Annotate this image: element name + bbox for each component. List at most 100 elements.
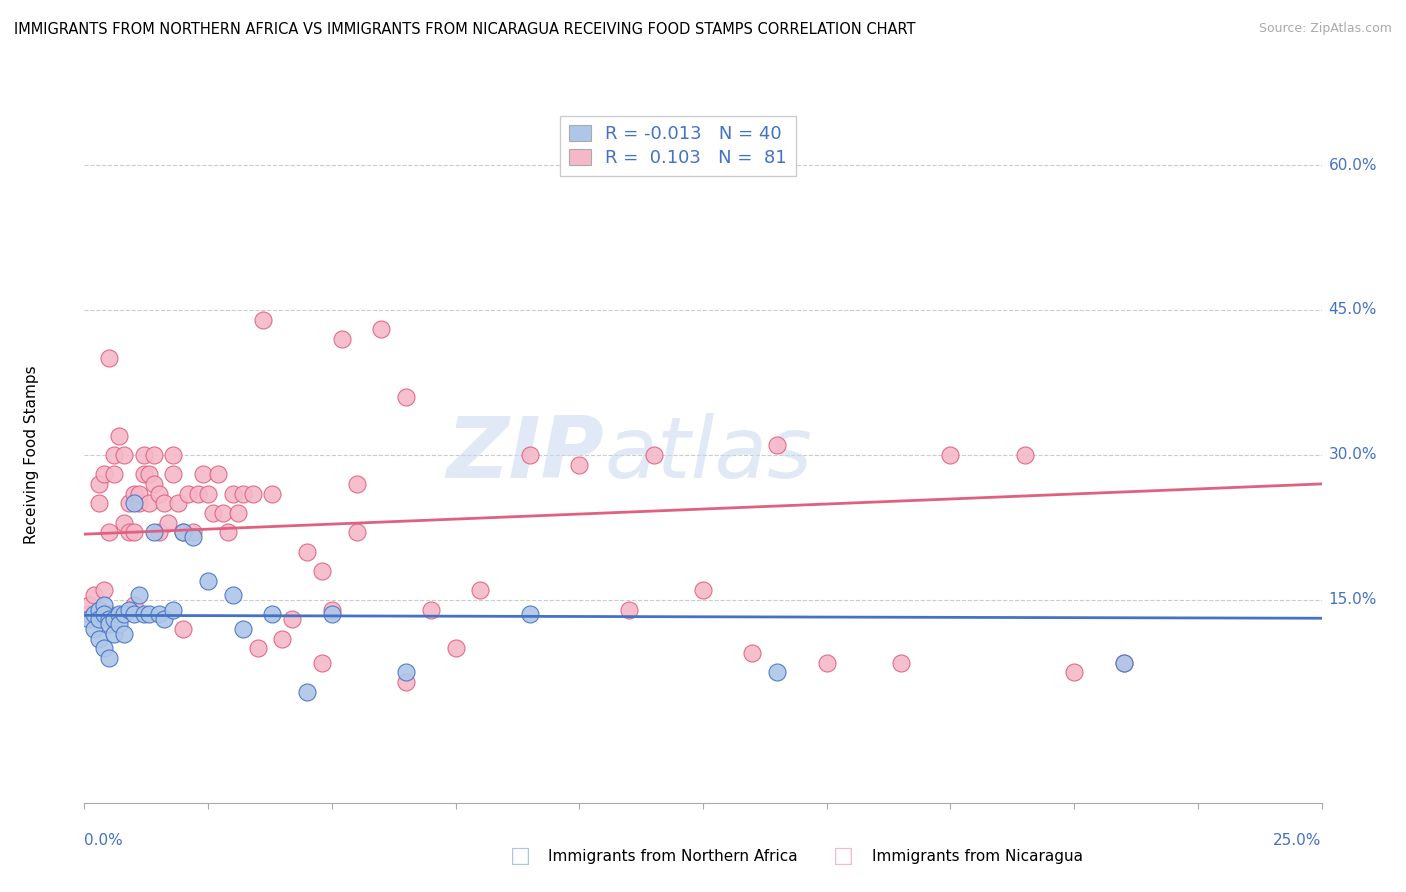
Point	[181, 530, 204, 544]
Text: Receiving Food Stamps: Receiving Food Stamps	[24, 366, 39, 544]
Point	[103, 467, 125, 482]
Point	[262, 486, 284, 500]
Text: ZIP: ZIP	[446, 413, 605, 497]
Point	[132, 448, 155, 462]
Point	[152, 612, 174, 626]
Point	[181, 525, 204, 540]
Point	[128, 588, 150, 602]
Point	[93, 598, 115, 612]
Point	[89, 602, 111, 616]
Point	[395, 665, 418, 680]
Point	[162, 602, 184, 616]
Point	[172, 525, 194, 540]
Text: Source: ZipAtlas.com: Source: ZipAtlas.com	[1258, 22, 1392, 36]
Text: □: □	[510, 847, 530, 866]
Text: 45.0%: 45.0%	[1329, 302, 1376, 318]
Point	[217, 525, 239, 540]
Point	[470, 583, 492, 598]
Point	[1112, 656, 1135, 670]
Point	[98, 607, 121, 622]
Point	[1063, 665, 1085, 680]
Point	[128, 496, 150, 510]
Point	[138, 607, 160, 622]
Point	[346, 476, 368, 491]
Point	[79, 607, 101, 622]
Point	[162, 448, 184, 462]
Point	[172, 525, 194, 540]
Point	[79, 598, 101, 612]
Point	[93, 467, 115, 482]
Point	[191, 467, 214, 482]
Text: 60.0%: 60.0%	[1329, 158, 1376, 172]
Point	[89, 612, 111, 626]
Point	[112, 516, 135, 530]
Point	[122, 598, 145, 612]
Point	[103, 448, 125, 462]
Point	[138, 496, 160, 510]
Point	[83, 588, 105, 602]
Point	[295, 684, 318, 698]
Point	[271, 632, 294, 646]
Point	[311, 564, 333, 578]
Point	[89, 632, 111, 646]
Point	[122, 496, 145, 510]
Point	[108, 617, 131, 632]
Point	[98, 612, 121, 626]
Point	[617, 602, 640, 616]
Point	[519, 607, 541, 622]
Point	[148, 525, 170, 540]
Point	[226, 506, 249, 520]
Point	[207, 467, 229, 482]
Point	[89, 496, 111, 510]
Point	[692, 583, 714, 598]
Point	[212, 506, 235, 520]
Text: 30.0%: 30.0%	[1329, 448, 1376, 462]
Point	[281, 612, 304, 626]
Point	[142, 476, 165, 491]
Point	[202, 506, 225, 520]
Point	[98, 525, 121, 540]
Point	[172, 622, 194, 636]
Point	[132, 607, 155, 622]
Point	[197, 574, 219, 588]
Point	[108, 607, 131, 622]
Point	[122, 525, 145, 540]
Point	[311, 656, 333, 670]
Point	[197, 486, 219, 500]
Point	[890, 656, 912, 670]
Point	[93, 641, 115, 656]
Point	[167, 496, 190, 510]
Point	[330, 332, 353, 346]
Point	[741, 646, 763, 660]
Point	[157, 516, 180, 530]
Point	[112, 448, 135, 462]
Point	[519, 448, 541, 462]
Point	[98, 651, 121, 665]
Point	[262, 607, 284, 622]
Point	[1014, 448, 1036, 462]
Point	[419, 602, 441, 616]
Point	[643, 448, 665, 462]
Point	[128, 486, 150, 500]
Point	[162, 467, 184, 482]
Point	[346, 525, 368, 540]
Point	[142, 448, 165, 462]
Point	[148, 607, 170, 622]
Point	[766, 665, 789, 680]
Point	[939, 448, 962, 462]
Point	[142, 525, 165, 540]
Text: 0.0%: 0.0%	[84, 833, 124, 848]
Point	[232, 622, 254, 636]
Point	[122, 486, 145, 500]
Point	[370, 322, 392, 336]
Point	[93, 583, 115, 598]
Point	[132, 467, 155, 482]
Point	[103, 626, 125, 640]
Text: Immigrants from Northern Africa: Immigrants from Northern Africa	[548, 849, 799, 863]
Point	[122, 607, 145, 622]
Point	[766, 438, 789, 452]
Text: Immigrants from Nicaragua: Immigrants from Nicaragua	[872, 849, 1083, 863]
Point	[112, 626, 135, 640]
Point	[148, 486, 170, 500]
Point	[444, 641, 467, 656]
